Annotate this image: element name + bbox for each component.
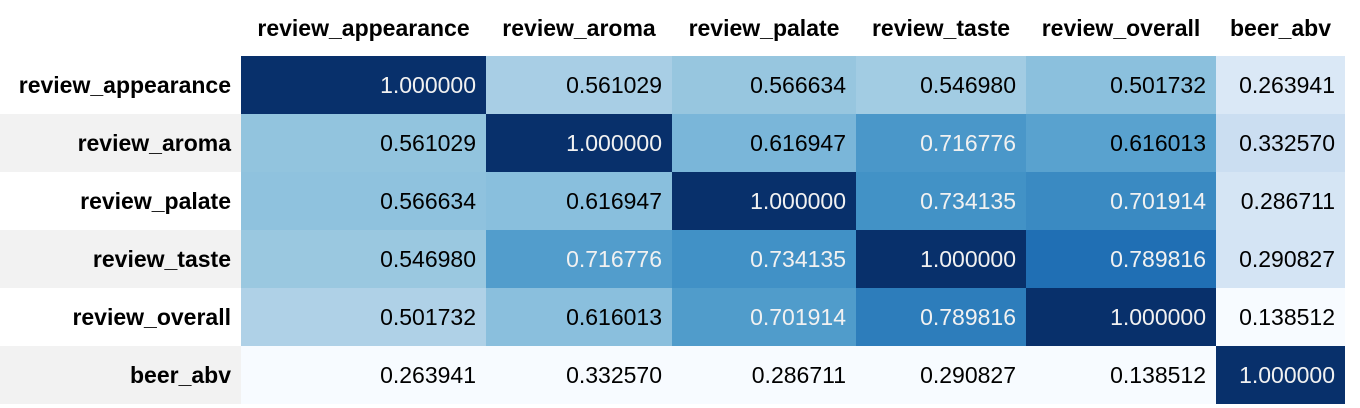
heatmap-cell: 0.616947 [672, 114, 856, 172]
table-row: review_palate 0.566634 0.616947 1.000000… [0, 172, 1345, 230]
column-header: review_aroma [486, 0, 672, 56]
heatmap-cell: 0.701914 [1026, 172, 1216, 230]
heatmap-cell: 0.716776 [856, 114, 1026, 172]
heatmap-cell: 0.546980 [856, 56, 1026, 114]
heatmap-cell: 1.000000 [856, 230, 1026, 288]
heatmap-cell: 0.290827 [856, 346, 1026, 404]
heatmap-cell: 0.286711 [1216, 172, 1345, 230]
heatmap-cell: 0.734135 [672, 230, 856, 288]
column-header: review_appearance [241, 0, 486, 56]
heatmap-cell: 0.290827 [1216, 230, 1345, 288]
heatmap-cell: 1.000000 [1026, 288, 1216, 346]
column-header: beer_abv [1216, 0, 1345, 56]
row-header: review_overall [0, 288, 241, 346]
heatmap-cell: 0.789816 [1026, 230, 1216, 288]
table-row: review_aroma 0.561029 1.000000 0.616947 … [0, 114, 1345, 172]
heatmap-cell: 1.000000 [241, 56, 486, 114]
heatmap-cell: 0.332570 [486, 346, 672, 404]
heatmap-cell: 0.616013 [486, 288, 672, 346]
heatmap-cell: 0.546980 [241, 230, 486, 288]
column-header: review_overall [1026, 0, 1216, 56]
row-header: review_palate [0, 172, 241, 230]
row-header: review_appearance [0, 56, 241, 114]
heatmap-cell: 1.000000 [486, 114, 672, 172]
heatmap-cell: 1.000000 [1216, 346, 1345, 404]
heatmap-cell: 0.501732 [1026, 56, 1216, 114]
heatmap-cell: 0.616013 [1026, 114, 1216, 172]
column-header: review_taste [856, 0, 1026, 56]
heatmap-cell: 0.263941 [1216, 56, 1345, 114]
heatmap-cell: 0.701914 [672, 288, 856, 346]
heatmap-cell: 0.561029 [486, 56, 672, 114]
heatmap-cell: 0.566634 [672, 56, 856, 114]
row-header: beer_abv [0, 346, 241, 404]
heatmap-cell: 1.000000 [672, 172, 856, 230]
column-header: review_palate [672, 0, 856, 56]
table-row: review_appearance 1.000000 0.561029 0.56… [0, 56, 1345, 114]
table-row: review_overall 0.501732 0.616013 0.70191… [0, 288, 1345, 346]
heatmap-cell: 0.789816 [856, 288, 1026, 346]
row-header: review_taste [0, 230, 241, 288]
heatmap-cell: 0.501732 [241, 288, 486, 346]
heatmap-cell: 0.138512 [1026, 346, 1216, 404]
heatmap-cell: 0.332570 [1216, 114, 1345, 172]
correlation-table: review_appearance review_aroma review_pa… [0, 0, 1345, 404]
corner-cell [0, 0, 241, 56]
heatmap-cell: 0.734135 [856, 172, 1026, 230]
heatmap-cell: 0.263941 [241, 346, 486, 404]
header-row: review_appearance review_aroma review_pa… [0, 0, 1345, 56]
table-row: beer_abv 0.263941 0.332570 0.286711 0.29… [0, 346, 1345, 404]
heatmap-cell: 0.566634 [241, 172, 486, 230]
heatmap-cell: 0.716776 [486, 230, 672, 288]
row-header: review_aroma [0, 114, 241, 172]
heatmap-cell: 0.138512 [1216, 288, 1345, 346]
table-row: review_taste 0.546980 0.716776 0.734135 … [0, 230, 1345, 288]
heatmap-cell: 0.561029 [241, 114, 486, 172]
heatmap-cell: 0.616947 [486, 172, 672, 230]
heatmap-cell: 0.286711 [672, 346, 856, 404]
